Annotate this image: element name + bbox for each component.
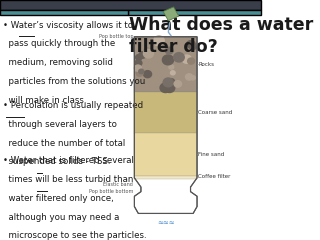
Polygon shape	[163, 7, 179, 21]
FancyBboxPatch shape	[134, 92, 197, 133]
Text: ≈≈≈: ≈≈≈	[157, 220, 174, 226]
Text: Rocks: Rocks	[198, 62, 214, 67]
Circle shape	[171, 71, 175, 75]
Circle shape	[162, 55, 174, 65]
Circle shape	[139, 52, 146, 58]
Circle shape	[186, 74, 193, 80]
Circle shape	[182, 55, 191, 63]
Text: microscope to see the particles.: microscope to see the particles.	[3, 231, 146, 240]
Text: although you may need a: although you may need a	[3, 213, 119, 222]
Text: Coffee filter: Coffee filter	[198, 174, 230, 179]
FancyBboxPatch shape	[134, 176, 197, 179]
Circle shape	[188, 58, 195, 64]
Text: • Water’s viscosity allows it to: • Water’s viscosity allows it to	[3, 21, 132, 30]
Circle shape	[169, 65, 174, 69]
Text: pass quickly through the: pass quickly through the	[3, 39, 115, 48]
Text: Pop bottle bottom: Pop bottle bottom	[89, 189, 133, 194]
Text: Pop bottle top: Pop bottle top	[99, 34, 133, 39]
Circle shape	[135, 60, 142, 66]
Text: particles from the solutions you: particles from the solutions you	[3, 77, 145, 86]
FancyBboxPatch shape	[128, 10, 261, 15]
Circle shape	[163, 78, 173, 87]
Circle shape	[187, 41, 195, 48]
Circle shape	[190, 76, 195, 80]
Text: times will be less turbid than: times will be less turbid than	[3, 175, 133, 184]
Text: will make in class.: will make in class.	[3, 96, 86, 105]
Circle shape	[164, 83, 175, 92]
Circle shape	[174, 81, 181, 87]
Circle shape	[170, 79, 174, 83]
Text: suspended solids - TSS.: suspended solids - TSS.	[3, 157, 110, 167]
Text: Coarse sand: Coarse sand	[198, 110, 232, 115]
FancyBboxPatch shape	[0, 10, 128, 15]
Circle shape	[154, 36, 164, 45]
Circle shape	[173, 53, 184, 62]
Circle shape	[144, 71, 152, 78]
Circle shape	[190, 45, 196, 50]
Text: medium, removing solid: medium, removing solid	[3, 58, 113, 67]
Circle shape	[143, 49, 153, 58]
Circle shape	[160, 83, 171, 93]
Circle shape	[155, 36, 163, 43]
Text: Fine sand: Fine sand	[198, 152, 224, 157]
Circle shape	[144, 48, 151, 54]
FancyBboxPatch shape	[134, 133, 197, 176]
Text: through several layers to: through several layers to	[3, 120, 116, 129]
FancyBboxPatch shape	[134, 37, 197, 92]
Text: • Water that is filtered several: • Water that is filtered several	[3, 156, 133, 165]
Text: What does a water
filter do?: What does a water filter do?	[129, 16, 314, 56]
Circle shape	[154, 37, 163, 46]
Text: • Percolation is usually repeated: • Percolation is usually repeated	[3, 101, 143, 110]
Circle shape	[136, 54, 142, 60]
Circle shape	[165, 47, 173, 54]
FancyBboxPatch shape	[0, 0, 261, 10]
Circle shape	[136, 70, 143, 76]
Circle shape	[139, 69, 144, 74]
Circle shape	[134, 65, 141, 71]
Text: reduce the number of total: reduce the number of total	[3, 139, 125, 148]
Text: Elastic band: Elastic band	[103, 182, 133, 187]
Text: water filtered only once,: water filtered only once,	[3, 194, 113, 203]
